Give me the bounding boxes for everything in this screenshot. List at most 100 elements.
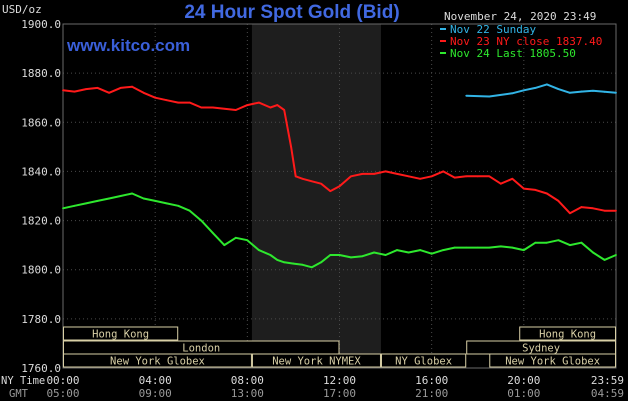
series-point	[320, 261, 322, 264]
series-point	[257, 249, 260, 251]
series-point	[188, 209, 191, 212]
series-point	[73, 90, 76, 93]
series-point	[246, 104, 249, 106]
series-point	[165, 202, 168, 205]
series-point	[223, 244, 226, 247]
series-point	[85, 88, 87, 91]
series-point	[269, 106, 272, 109]
series-point	[545, 241, 548, 244]
nymex-session-band	[251, 24, 381, 368]
legend-entry: Nov 23 NY close 1837.40	[450, 35, 602, 48]
y-unit-label: USD/oz	[2, 3, 42, 16]
market-session-label: London	[182, 343, 220, 355]
ny-time-row-label: NY Time	[1, 375, 45, 387]
series-point	[177, 204, 180, 207]
series-point	[329, 190, 332, 192]
y-tick-label: 1780.0	[21, 313, 61, 326]
x-tick-label-ny: 16:00	[415, 374, 448, 387]
series-point	[108, 197, 110, 200]
series-point	[108, 91, 110, 94]
series-point	[269, 254, 272, 256]
market-session-box	[489, 353, 617, 368]
series-point	[276, 104, 279, 106]
x-tick-label-ny: 00:00	[46, 374, 79, 387]
market-session-box	[63, 326, 179, 341]
series-point	[131, 192, 134, 195]
series-point	[580, 206, 583, 208]
series-point	[338, 254, 341, 256]
series-point	[154, 96, 157, 99]
series-point	[557, 200, 560, 202]
y-tick-label: 1760.0	[21, 362, 61, 375]
series-point	[142, 197, 145, 200]
series-point	[465, 94, 468, 97]
series-line-0	[466, 83, 617, 98]
series-point	[569, 91, 571, 94]
market-session-box	[251, 353, 381, 368]
series-point	[200, 106, 203, 109]
series-point	[384, 170, 387, 173]
series-point	[283, 109, 286, 111]
series-point	[211, 231, 214, 234]
series-point	[350, 256, 352, 259]
market-session-box	[63, 353, 252, 368]
series-point	[119, 195, 122, 197]
series-point	[350, 175, 352, 178]
series-point	[310, 266, 313, 269]
y-tick-label: 1860.0	[21, 116, 61, 129]
series-point	[131, 85, 134, 88]
series-point	[603, 258, 606, 261]
series-point	[453, 176, 456, 179]
series-point	[603, 90, 606, 93]
y-axis-ticks: 1900.0 1880.0 1860.0 1840.0 1820.0 1800.0 1780…	[21, 18, 61, 375]
x-tick-label-gmt: 01:00	[507, 387, 540, 400]
series-point	[580, 241, 583, 244]
x-tick-label-ny: 12:00	[323, 374, 356, 387]
x-tick-label-gmt: 09:00	[139, 387, 172, 400]
series-point	[96, 86, 99, 89]
market-session-label: NY Globex	[395, 356, 452, 368]
series-point	[476, 175, 479, 178]
series-point	[522, 249, 525, 251]
x-tick-label-gmt: 21:00	[415, 387, 448, 400]
series-point	[615, 91, 617, 94]
plot-frame	[62, 23, 617, 369]
timestamp: November 24, 2020 23:49	[444, 10, 596, 23]
series-point	[361, 255, 364, 258]
series-point	[522, 89, 525, 92]
series-point	[373, 251, 375, 254]
series-point	[246, 239, 249, 242]
series-point	[73, 204, 76, 207]
series-point	[430, 252, 433, 255]
x-tick-label-gmt: 04:59	[591, 387, 624, 400]
market-session-label: New York NYMEX	[272, 356, 361, 368]
y-tick-label: 1820.0	[21, 215, 61, 228]
series-point	[545, 192, 548, 195]
series-point	[430, 175, 433, 178]
x-tick-label-gmt: 13:00	[231, 387, 264, 400]
chart-title: 24 Hour Spot Gold (Bid)	[184, 2, 399, 23]
grid	[62, 23, 617, 369]
series-point	[234, 109, 237, 111]
x-tick-label-ny: 04:00	[139, 374, 172, 387]
series-point	[283, 261, 286, 264]
series-point	[361, 172, 364, 175]
series-point	[592, 89, 594, 92]
series-point	[592, 207, 594, 210]
price-series	[62, 83, 617, 269]
series-point	[511, 92, 514, 95]
series-point	[142, 91, 145, 94]
kitco-watermark: www.kitco.com	[66, 36, 190, 55]
x-tick-label-ny: 20:00	[507, 374, 540, 387]
series-point	[407, 251, 410, 254]
series-point	[615, 254, 617, 256]
y-tick-label: 1840.0	[21, 165, 61, 178]
market-session-label: Hong Kong	[92, 329, 149, 341]
series-point	[511, 177, 514, 180]
series-point	[557, 239, 560, 242]
series-point	[211, 106, 214, 109]
series-point	[522, 187, 525, 190]
